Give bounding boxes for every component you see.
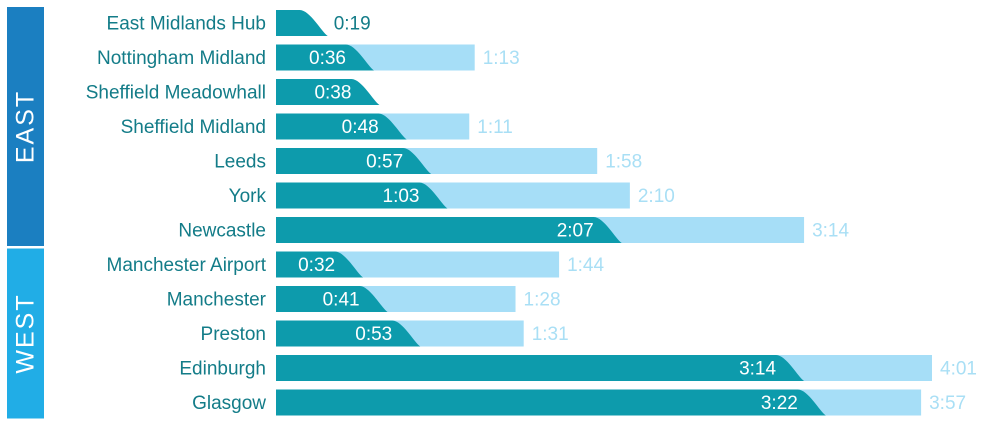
hs2-bar-edinburgh: [276, 355, 805, 381]
hs2-bar-york: [276, 182, 448, 209]
hs2-value-york: 1:03: [383, 186, 420, 207]
region-label-west: WEST: [12, 293, 40, 373]
hs2-value-preston: 0:53: [355, 324, 392, 345]
station-label-nottingham-midland: Nottingham Midland: [97, 48, 266, 69]
region-band-east: [7, 7, 44, 246]
current-value-leeds: 1:58: [605, 152, 642, 173]
station-label-sheffield-meadowhall: Sheffield Meadowhall: [86, 83, 266, 104]
hs2-bar-preston: [276, 320, 421, 347]
hs2-value-sheffield-meadowhall: 0:38: [314, 83, 351, 104]
station-label-york: York: [229, 186, 267, 207]
current-value-preston: 1:31: [532, 324, 569, 345]
current-value-york: 2:10: [638, 186, 675, 207]
station-label-leeds: Leeds: [214, 152, 266, 173]
hs2-value-east-midlands-hub: 0:19: [334, 14, 371, 35]
current-value-newcastle: 3:14: [812, 221, 849, 242]
region-label-east: EAST: [12, 90, 40, 163]
hs2-bar-sheffield-meadowhall: [276, 79, 380, 105]
hs2-value-sheffield-midland: 0:48: [342, 117, 379, 138]
region-band-west: [7, 248, 44, 419]
station-label-newcastle: Newcastle: [178, 221, 266, 242]
station-label-manchester-airport: Manchester Airport: [107, 255, 267, 276]
station-label-east-midlands-hub: East Midlands Hub: [107, 14, 266, 35]
hs2-bar-manchester-airport: [276, 251, 364, 278]
current-value-manchester: 1:28: [524, 290, 561, 311]
current-value-sheffield-midland: 1:11: [477, 117, 513, 138]
hs2-value-glasgow: 3:22: [761, 393, 798, 414]
hs2-value-manchester: 0:41: [323, 290, 360, 311]
station-label-sheffield-midland: Sheffield Midland: [121, 117, 266, 138]
current-value-manchester-airport: 1:44: [567, 255, 604, 276]
hs2-value-nottingham-midland: 0:36: [309, 48, 346, 69]
hs2-value-manchester-airport: 0:32: [298, 255, 335, 276]
hs2-bar-newcastle: [276, 217, 622, 243]
station-label-glasgow: Glasgow: [192, 393, 266, 414]
current-value-nottingham-midland: 1:13: [483, 48, 520, 69]
hs2-value-edinburgh: 3:14: [739, 359, 776, 380]
current-value-glasgow: 3:57: [929, 393, 966, 414]
hs2-bar-east-midlands-hub: [276, 10, 328, 36]
hs2-bar-sheffield-midland: [276, 113, 407, 140]
hs2-bar-glasgow: [276, 389, 826, 416]
station-label-manchester: Manchester: [167, 290, 267, 311]
station-label-edinburgh: Edinburgh: [179, 359, 266, 380]
hs2-value-newcastle: 2:07: [557, 221, 594, 242]
station-label-preston: Preston: [201, 324, 266, 345]
current-value-edinburgh: 4:01: [940, 359, 977, 380]
hs2-bar-leeds: [276, 148, 432, 174]
hs2-bar-manchester: [276, 286, 388, 312]
hs2-value-leeds: 0:57: [366, 152, 403, 173]
hs2-bar-nottingham-midland: [276, 44, 374, 71]
